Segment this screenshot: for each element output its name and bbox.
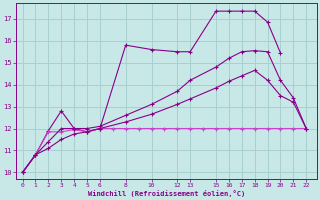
- X-axis label: Windchill (Refroidissement éolien,°C): Windchill (Refroidissement éolien,°C): [88, 190, 245, 197]
